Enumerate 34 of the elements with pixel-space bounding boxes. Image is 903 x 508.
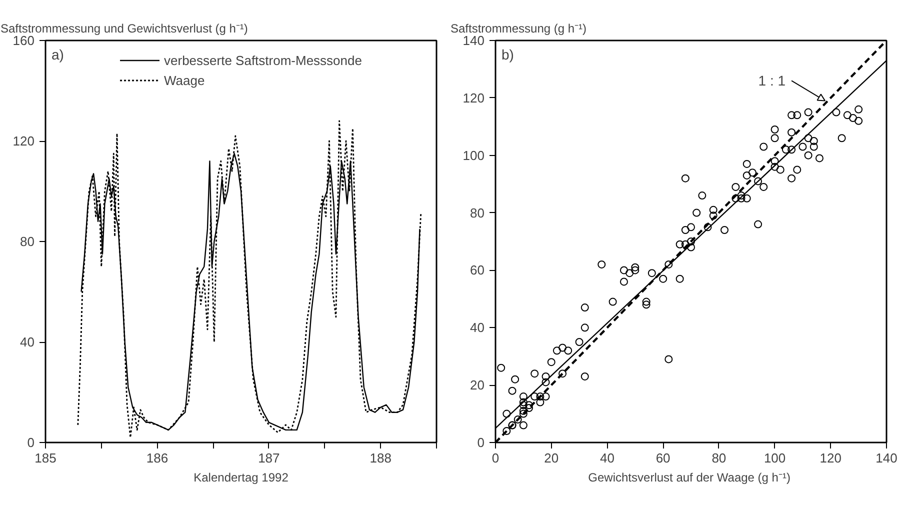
y-tick-label: 20 [470,378,485,393]
x-tick-label: 185 [34,450,56,466]
y-tick-label: 40 [20,334,35,350]
y-tick-label: 0 [477,435,485,450]
y-axis-title: Saftstrommessung (g h⁻¹) [450,22,587,36]
x-tick-label: 20 [544,450,559,466]
x-tick-label: 140 [876,450,898,466]
y-tick-label: 40 [470,320,485,336]
y-tick-label: 60 [470,262,485,278]
y-tick-label: 160 [12,33,35,48]
y-tick-label: 80 [20,234,35,249]
x-tick-label: 120 [820,450,842,466]
x-tick-label: 188 [370,450,392,466]
x-tick-label: 60 [656,450,670,466]
y-tick-label: 80 [470,205,485,220]
y-axis-title: Saftstrommessung und Gewichtsverlust (g h⁻¹) [0,22,248,36]
y-tick-label: 0 [27,435,35,450]
y-tick-label: 140 [462,33,485,48]
annotation: a) [52,46,64,62]
x-tick-label: 40 [600,450,614,466]
annotation: b) [502,46,514,62]
y-tick-label: 120 [462,90,485,106]
x-tick-label: 80 [712,450,726,466]
x-tick-label: 100 [764,450,786,466]
y-tick-label: 120 [12,134,35,148]
y-tick-label: 100 [462,148,485,163]
legend-label: Waage [164,72,205,88]
x-tick-label: 0 [492,450,500,466]
annotation: 1 : 1 [758,72,786,89]
x-tick-label: 186 [146,450,168,466]
x-tick-label: 187 [258,450,280,466]
legend-label: verbesserte Saftstrom-Messsonde [164,52,362,68]
x-axis-title: Gewichtsverlust auf der Waage (g h⁻¹) [588,470,790,484]
x-axis-title: Kalendertag 1992 [194,470,289,484]
